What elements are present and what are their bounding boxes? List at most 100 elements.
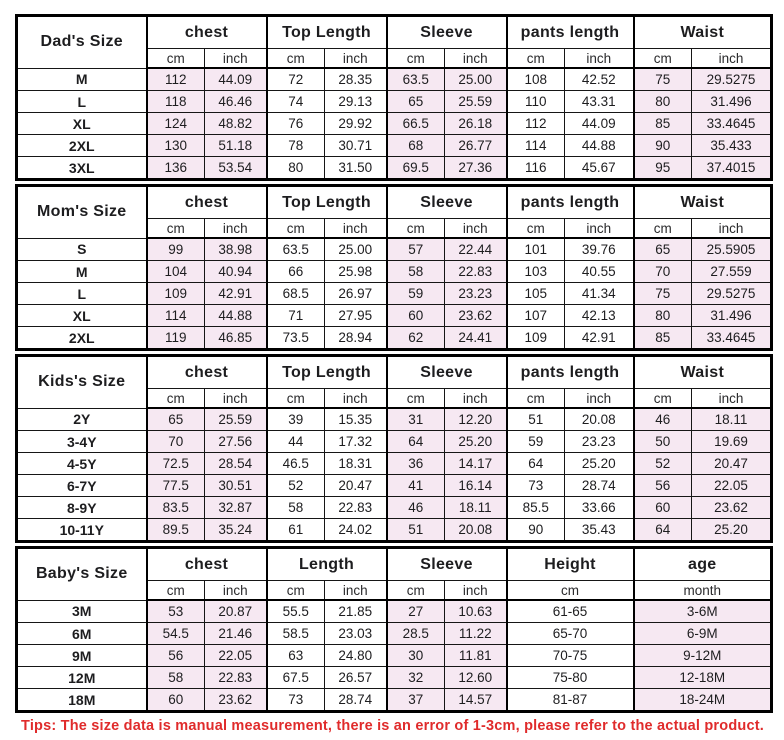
size-value-cell: 63 [265, 644, 326, 667]
size-value-cell: 71 [265, 304, 326, 327]
size-value-cell: 75-80 [505, 666, 635, 689]
size-value-cell: 29.5275 [691, 67, 773, 91]
size-value-cell: 58 [265, 496, 326, 519]
table-row: 4-5Y 72.5 28.54 46.5 18.31 36 14.17 64 25.20 52 20… [16, 452, 773, 475]
size-value-cell: 42.91 [564, 326, 635, 350]
size-value-cell: 42.91 [203, 282, 268, 305]
size-value-cell: 29.13 [324, 90, 388, 113]
size-label-cell: 6-7Y [16, 474, 147, 497]
size-value-cell: 52 [632, 452, 693, 475]
unit-header: cm [385, 48, 446, 69]
size-value-cell: 112 [145, 67, 205, 91]
size-value-cell: 59 [505, 430, 566, 453]
column-group-header: Height [505, 547, 635, 581]
unit-header: cm [632, 388, 693, 409]
column-group-header: Sleeve [385, 15, 508, 49]
table-header-row: Dad's Size chest Top Length Sleeve pants len… [16, 15, 773, 69]
size-value-cell: 23.23 [564, 430, 635, 453]
column-group-header: Waist [632, 185, 773, 219]
size-value-cell: 58.5 [265, 622, 326, 645]
unit-header: cm [385, 580, 446, 601]
size-label-cell: 9M [16, 644, 147, 667]
unit-header: cm [145, 218, 205, 239]
size-value-cell: 18-24M [632, 688, 773, 712]
size-value-cell: 103 [505, 260, 566, 283]
size-value-cell: 70 [145, 430, 205, 453]
size-value-cell: 29.5275 [691, 282, 773, 305]
unit-header: inch [324, 580, 388, 601]
unit-header: inch [203, 580, 268, 601]
size-value-cell: 25.20 [564, 452, 635, 475]
table-row: L 109 42.91 68.5 26.97 59 23.23 105 41.34 75 29.52… [16, 282, 773, 305]
size-value-cell: 35.43 [564, 518, 635, 542]
size-label-cell: 6M [16, 622, 147, 645]
unit-header: cm [265, 580, 326, 601]
size-value-cell: 18.11 [691, 407, 773, 431]
size-value-cell: 28.5 [385, 622, 446, 645]
size-value-cell: 65 [632, 237, 693, 261]
size-label-cell: XL [16, 112, 147, 135]
unit-header: inch [691, 48, 773, 69]
column-group-header: Top Length [265, 185, 388, 219]
size-value-cell: 61-65 [505, 599, 635, 623]
column-group-header: chest [145, 15, 268, 49]
table-subheader-row: cm inch cm inch cm inch cm inch cm inch [17, 218, 773, 239]
size-value-cell: 65 [385, 90, 446, 113]
unit-header: inch [203, 48, 268, 69]
table-row: S 99 38.98 63.5 25.00 57 22.44 101 39.76 65 25.590… [16, 237, 773, 261]
size-value-cell: 64 [632, 518, 693, 542]
size-value-cell: 119 [145, 326, 205, 350]
size-value-cell: 41.34 [564, 282, 635, 305]
size-value-cell: 56 [145, 644, 205, 667]
size-value-cell: 15.35 [324, 407, 388, 431]
size-value-cell: 64 [385, 430, 446, 453]
table-row: 6-7Y 77.5 30.51 52 20.47 41 16.14 73 28.74 56 22.0… [16, 474, 773, 497]
table-header-row: Baby's Size chest Length Sleeve Height age [16, 547, 773, 601]
size-value-cell: 61 [265, 518, 326, 542]
size-value-cell: 23.23 [444, 282, 508, 305]
size-value-cell: 6-9M [632, 622, 773, 645]
size-value-cell: 74 [265, 90, 326, 113]
size-value-cell: 83.5 [145, 496, 205, 519]
table-subheader-row: cm inch cm inch cm inch cm inch cm inch [17, 388, 773, 409]
size-value-cell: 66.5 [385, 112, 446, 135]
table-row: 9M 56 22.05 63 24.80 30 11.81 70-75 9-12M [16, 644, 773, 667]
column-group-header: pants length [505, 185, 635, 219]
size-label-cell: XL [16, 304, 147, 327]
size-value-cell: 25.5905 [691, 237, 773, 261]
size-value-cell: 62 [385, 326, 446, 350]
size-value-cell: 31 [385, 407, 446, 431]
unit-header: cm [385, 388, 446, 409]
size-value-cell: 28.35 [324, 67, 388, 91]
size-value-cell: 44.09 [203, 67, 268, 91]
size-value-cell: 21.46 [203, 622, 268, 645]
size-label-cell: 3M [16, 599, 147, 623]
size-value-cell: 65-70 [505, 622, 635, 645]
size-value-cell: 17.32 [324, 430, 388, 453]
table-row: 3XL 136 53.54 80 31.50 69.5 27.36 116 45.67 95 37.… [16, 156, 773, 180]
table-row: XL 114 44.88 71 27.95 60 23.62 107 42.13 80 31.496 [16, 304, 773, 327]
size-label-cell: 4-5Y [16, 452, 147, 475]
size-value-cell: 76 [265, 112, 326, 135]
column-group-header: Sleeve [385, 547, 508, 581]
size-value-cell: 57 [385, 237, 446, 261]
size-value-cell: 40.94 [203, 260, 268, 283]
size-value-cell: 26.97 [324, 282, 388, 305]
size-value-cell: 52 [265, 474, 326, 497]
unit-header: cm [385, 218, 446, 239]
table-row: 2XL 119 46.85 73.5 28.94 62 24.41 109 42.91 85 33.… [16, 326, 773, 350]
size-value-cell: 37 [385, 688, 446, 712]
size-value-cell: 27 [385, 599, 446, 623]
size-value-cell: 44.88 [564, 134, 635, 157]
size-value-cell: 64 [505, 452, 566, 475]
size-value-cell: 116 [505, 156, 566, 180]
size-value-cell: 22.83 [444, 260, 508, 283]
size-value-cell: 63.5 [265, 237, 326, 261]
moms-size-table: Mom's Size chest Top Length Sleeve pants len… [15, 184, 774, 351]
size-value-cell: 22.44 [444, 237, 508, 261]
table-row: 3-4Y 70 27.56 44 17.32 64 25.20 59 23.23 50 19.69 [16, 430, 773, 453]
table-row: L 118 46.46 74 29.13 65 25.59 110 43.31 80 31.496 [16, 90, 773, 113]
size-value-cell: 46.85 [203, 326, 268, 350]
size-value-cell: 39.76 [564, 237, 635, 261]
column-group-header: chest [145, 547, 268, 581]
